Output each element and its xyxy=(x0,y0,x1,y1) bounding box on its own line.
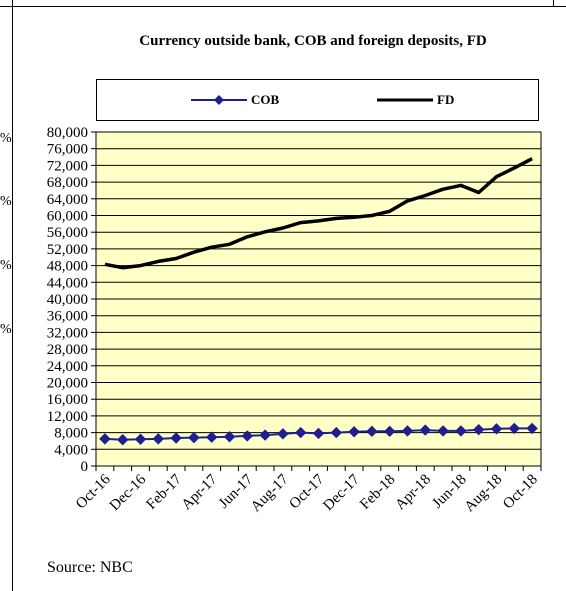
left-cut-label: % xyxy=(0,194,12,209)
series-line-fd xyxy=(104,157,533,270)
y-tick-label: 80,000 xyxy=(47,125,88,141)
data-point-cob xyxy=(419,424,432,436)
y-tick-label: 76,000 xyxy=(47,142,88,158)
y-tick-label: 48,000 xyxy=(47,259,88,275)
y-tick-label: 56,000 xyxy=(47,225,88,241)
x-tick-label: Feb-17 xyxy=(144,471,186,513)
y-tick-label: 20,000 xyxy=(47,376,88,392)
data-point-cob xyxy=(437,425,449,437)
x-tick-label: Dec-17 xyxy=(320,471,363,514)
x-tick-label: Oct-16 xyxy=(73,471,114,512)
source-note: Source: NBC xyxy=(47,559,133,576)
y-tick-label: 68,000 xyxy=(47,175,88,191)
data-point-cob xyxy=(170,432,182,444)
frame-top-border xyxy=(0,0,566,7)
y-tick-label: 24,000 xyxy=(47,359,88,375)
x-tick-label: Oct-18 xyxy=(500,472,541,513)
frame-left-border xyxy=(12,6,13,591)
y-tick-label: 40,000 xyxy=(47,292,88,308)
data-point-cob xyxy=(526,422,538,435)
y-tick-label: 36,000 xyxy=(47,309,88,325)
data-point-cob xyxy=(116,433,129,446)
y-tick-label: 28,000 xyxy=(47,342,88,358)
data-point-cob xyxy=(366,425,378,438)
x-tick-label: Aug-17 xyxy=(248,471,292,515)
x-tick-label: Aug-18 xyxy=(462,472,506,516)
data-point-cob xyxy=(259,429,271,441)
data-point-cob xyxy=(134,433,147,445)
y-tick-label: 12,000 xyxy=(47,409,88,425)
data-point-cob xyxy=(205,431,218,443)
legend-label-cob: COB xyxy=(251,92,280,107)
y-tick-label: 0 xyxy=(81,459,89,475)
x-tick-label: Feb-18 xyxy=(357,472,398,513)
legend-swatch-cob xyxy=(191,95,247,105)
x-tick-label: Oct-17 xyxy=(287,471,328,512)
y-tick-label: 60,000 xyxy=(47,209,88,225)
data-point-cob xyxy=(99,433,111,445)
y-tick-label: 8,000 xyxy=(54,426,88,442)
left-cut-label: % xyxy=(0,258,12,273)
y-tick-label: 44,000 xyxy=(47,275,88,291)
left-cut-label: % xyxy=(0,131,12,146)
y-tick-label: 52,000 xyxy=(47,242,88,258)
chart-title: Currency outside bank, COB and foreign d… xyxy=(139,33,487,49)
data-point-cob xyxy=(152,433,165,445)
data-point-cob xyxy=(294,426,307,439)
data-point-cob xyxy=(490,423,503,435)
chart-legend: COB FD xyxy=(96,79,539,121)
x-tick-label: Dec-16 xyxy=(107,471,150,514)
data-point-cob xyxy=(508,422,521,435)
data-point-cob xyxy=(241,430,254,442)
frame-tick xyxy=(553,0,554,6)
y-tick-label: 4,000 xyxy=(54,442,88,458)
data-point-cob xyxy=(472,423,485,436)
data-point-cob xyxy=(348,426,360,438)
data-point-cob xyxy=(277,428,289,440)
data-point-cob xyxy=(401,425,414,437)
data-point-cob xyxy=(188,431,200,444)
data-point-cob xyxy=(383,425,396,438)
y-tick-label: 16,000 xyxy=(47,392,88,408)
x-tick-label: Apr-18 xyxy=(392,472,434,514)
data-point-cob xyxy=(223,431,236,443)
x-tick-label: Apr-17 xyxy=(179,471,221,513)
data-point-cob xyxy=(312,427,325,440)
y-tick-label: 72,000 xyxy=(47,158,88,174)
frame-tick xyxy=(12,0,13,6)
y-tick-label: 64,000 xyxy=(47,192,88,208)
left-cut-label: % xyxy=(0,322,12,337)
y-tick-label: 32,000 xyxy=(47,325,88,341)
plot-border xyxy=(95,131,542,467)
data-point-cob xyxy=(455,425,467,437)
data-point-cob xyxy=(330,426,343,439)
legend-swatch-fd xyxy=(377,98,433,102)
legend-label-fd: FD xyxy=(437,92,455,107)
